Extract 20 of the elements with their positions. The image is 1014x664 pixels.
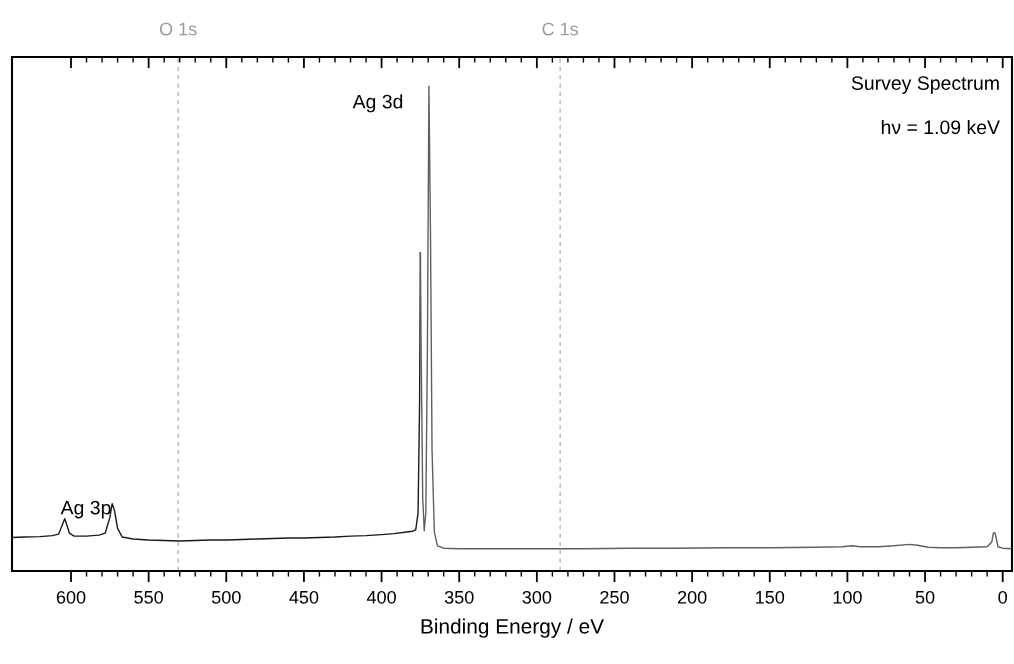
ref-line-label: C 1s — [542, 22, 579, 36]
x-tick-label: 250 — [600, 590, 629, 604]
x-tick-label: 200 — [677, 590, 707, 604]
annotation: Survey Spectrum — [851, 76, 999, 94]
x-tick-label: 550 — [134, 590, 163, 604]
x-tick-label: 50 — [915, 590, 935, 604]
x-tick-label: 400 — [366, 590, 396, 604]
x-tick-label: 150 — [756, 590, 785, 604]
annotation: Ag 3p — [60, 500, 111, 519]
x-tick-label: 300 — [522, 590, 552, 604]
ref-line-label: O 1s — [159, 22, 197, 36]
x-tick-label: 100 — [833, 590, 862, 604]
x-tick-label: 350 — [444, 590, 474, 604]
x-tick-label: 0 — [998, 590, 1007, 604]
annotation: hν = 1.09 keV — [881, 119, 1000, 135]
x-tick-label: 600 — [56, 590, 86, 604]
annotation: Ag 3d — [352, 94, 403, 113]
x-axis-title: Binding Energy / eV — [421, 618, 604, 638]
x-tick-label: 450 — [289, 590, 319, 604]
x-tick-label: 500 — [211, 590, 241, 604]
